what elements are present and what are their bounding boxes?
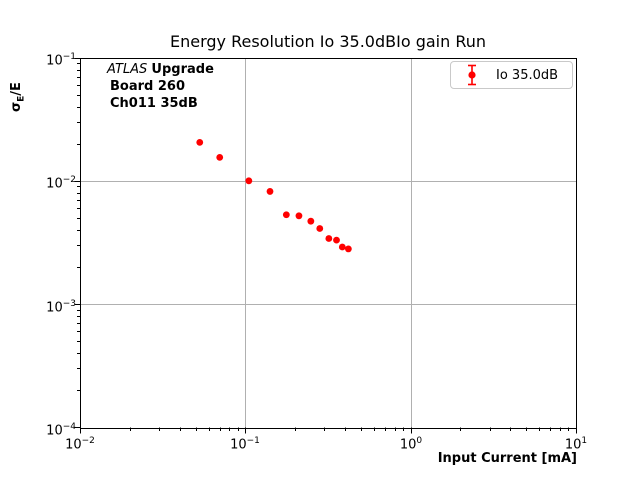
- y-label-rest: /E: [9, 82, 24, 96]
- x-tick-label-1e1: 101: [564, 436, 588, 453]
- data-point: [333, 236, 340, 244]
- data-point: [196, 138, 204, 146]
- chart-title: Energy Resolution Io 35.0dBIo gain Run: [169, 32, 487, 51]
- legend-entry-label: Io 35.0dB: [496, 67, 559, 83]
- y-tick-label-1e-2: 10−2: [46, 175, 76, 192]
- x-tick-label-1e-1: 10−1: [230, 436, 260, 453]
- sigma-symbol: σ: [9, 101, 24, 112]
- y-tick-label-1e-1: 10−1: [46, 52, 76, 69]
- annotation-line-3: Ch011 35dB: [110, 96, 198, 111]
- data-point: [316, 225, 324, 232]
- axes-frame: [79, 57, 578, 430]
- x-tick-label-1e-2: 10−2: [65, 436, 95, 453]
- data-point: [325, 235, 333, 242]
- x-tick-label-1e0: 100: [399, 436, 423, 453]
- data-point: [307, 217, 315, 225]
- sigma-subscript: E: [16, 95, 27, 102]
- upgrade-text: Upgrade: [151, 62, 214, 77]
- data-point: [266, 188, 274, 195]
- data-point: [338, 243, 346, 251]
- y-axis-label: σE/E: [9, 82, 27, 112]
- x-axis-label: Input Current [mA]: [437, 451, 577, 466]
- atlas-text: ATLAS: [107, 62, 148, 77]
- legend-box: Io 35.0dB: [450, 61, 573, 89]
- y-tick-label-1e-3: 10−3: [46, 299, 76, 316]
- annotation-line-1: ATLAS Upgrade: [107, 61, 214, 78]
- atlas-annotation: ATLAS Upgrade Board 260 Ch011 35dB: [107, 61, 214, 112]
- legend-errorbar-marker-icon: [468, 64, 476, 86]
- data-point: [216, 153, 224, 161]
- y-tick-label-1e-4: 10−4: [46, 422, 76, 439]
- data-point: [344, 245, 352, 253]
- data-point: [282, 211, 290, 219]
- data-point: [295, 212, 303, 220]
- data-point: [245, 177, 253, 185]
- annotation-line-2: Board 260: [110, 79, 185, 94]
